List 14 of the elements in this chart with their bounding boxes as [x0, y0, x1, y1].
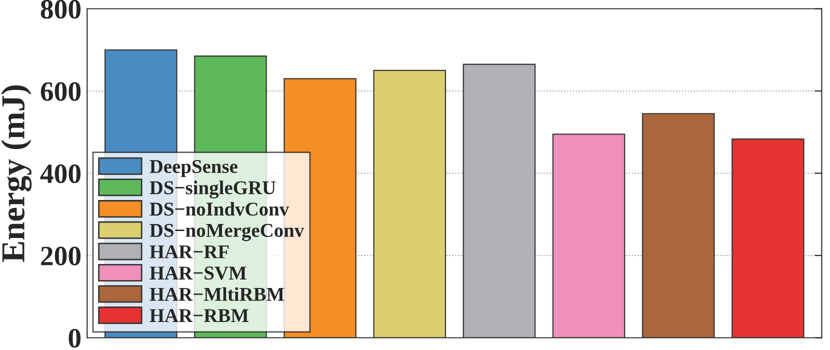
legend-label: HAR−RF	[150, 245, 229, 258]
legend-label: DS−noIndvConv	[150, 202, 290, 216]
legend-label: HAR−MltiRBM	[150, 287, 284, 301]
y-tick-label: 200	[41, 246, 81, 266]
y-tick-label: 0	[68, 328, 81, 348]
y-tick-label: 400	[40, 164, 81, 184]
legend-label: DeepSense	[150, 160, 238, 178]
y-tick-label: 800	[40, 0, 81, 19]
legend-label: DS−noMergeConv	[150, 224, 304, 242]
legend-label: HAR−RBM	[150, 309, 248, 322]
y-tick-label: 600	[40, 82, 81, 101]
y-axis-title: Energy (mJ)	[1, 85, 32, 262]
legend-label: DS−singleGRU	[150, 180, 276, 198]
legend-label: HAR−SVM	[150, 266, 246, 280]
